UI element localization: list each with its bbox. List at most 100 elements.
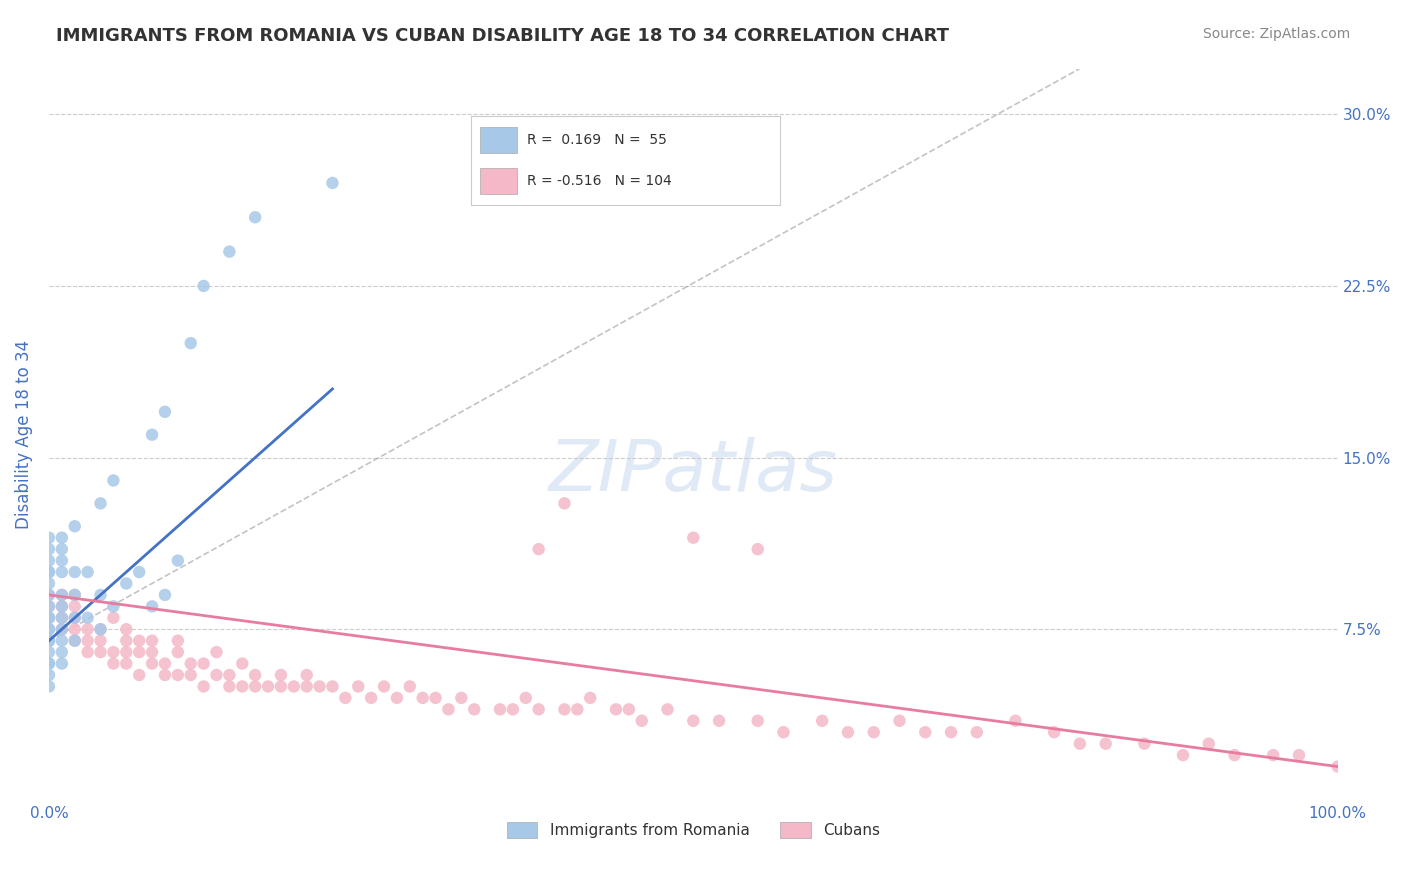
- Point: [385, 690, 408, 705]
- Point: [63, 633, 86, 648]
- Point: [463, 702, 485, 716]
- Point: [141, 645, 163, 659]
- Point: [862, 725, 884, 739]
- Point: [1288, 748, 1310, 763]
- Point: [51, 588, 73, 602]
- Point: [76, 622, 98, 636]
- Point: [527, 542, 550, 557]
- Point: [707, 714, 730, 728]
- Text: IMMIGRANTS FROM ROMANIA VS CUBAN DISABILITY AGE 18 TO 34 CORRELATION CHART: IMMIGRANTS FROM ROMANIA VS CUBAN DISABIL…: [56, 27, 949, 45]
- Point: [89, 496, 111, 510]
- Point: [63, 611, 86, 625]
- Point: [218, 668, 240, 682]
- Point: [682, 531, 704, 545]
- Point: [63, 633, 86, 648]
- Point: [193, 657, 215, 671]
- Point: [63, 588, 86, 602]
- Point: [450, 690, 472, 705]
- Point: [115, 576, 138, 591]
- Point: [1263, 748, 1285, 763]
- Point: [218, 244, 240, 259]
- Point: [1171, 748, 1194, 763]
- Point: [373, 680, 395, 694]
- Point: [103, 474, 125, 488]
- Point: [205, 668, 228, 682]
- Point: [489, 702, 512, 716]
- Point: [89, 622, 111, 636]
- Point: [38, 668, 60, 682]
- Point: [295, 680, 318, 694]
- Point: [347, 680, 370, 694]
- Bar: [481, 127, 517, 153]
- Point: [295, 668, 318, 682]
- Point: [51, 622, 73, 636]
- Point: [398, 680, 420, 694]
- Point: [89, 633, 111, 648]
- Point: [257, 680, 280, 694]
- Point: [38, 599, 60, 614]
- Point: [321, 176, 343, 190]
- Point: [38, 622, 60, 636]
- Point: [38, 542, 60, 557]
- Point: [51, 611, 73, 625]
- Point: [243, 211, 266, 225]
- Point: [218, 680, 240, 694]
- Point: [128, 668, 150, 682]
- Point: [270, 680, 292, 694]
- Point: [180, 336, 202, 351]
- Point: [51, 565, 73, 579]
- Point: [437, 702, 460, 716]
- Point: [308, 680, 330, 694]
- Point: [63, 565, 86, 579]
- Point: [89, 622, 111, 636]
- Point: [166, 633, 188, 648]
- Y-axis label: Disability Age 18 to 34: Disability Age 18 to 34: [15, 340, 32, 529]
- Point: [38, 633, 60, 648]
- Point: [889, 714, 911, 728]
- Bar: [481, 168, 517, 194]
- Point: [51, 657, 73, 671]
- Point: [76, 633, 98, 648]
- Point: [51, 599, 73, 614]
- Point: [38, 633, 60, 648]
- Point: [63, 599, 86, 614]
- Point: [527, 702, 550, 716]
- Point: [38, 611, 60, 625]
- Text: R =  0.169   N =  55: R = 0.169 N = 55: [527, 133, 666, 147]
- Point: [605, 702, 627, 716]
- Point: [141, 427, 163, 442]
- Point: [153, 588, 176, 602]
- Point: [51, 611, 73, 625]
- Point: [243, 680, 266, 694]
- Legend: Immigrants from Romania, Cubans: Immigrants from Romania, Cubans: [501, 816, 886, 845]
- Text: ZIPatlas: ZIPatlas: [548, 437, 838, 506]
- Point: [283, 680, 305, 694]
- Point: [103, 657, 125, 671]
- Point: [193, 680, 215, 694]
- Point: [682, 714, 704, 728]
- Point: [914, 725, 936, 739]
- Point: [193, 279, 215, 293]
- Point: [412, 690, 434, 705]
- Point: [1133, 737, 1156, 751]
- Point: [180, 657, 202, 671]
- Point: [335, 690, 357, 705]
- Point: [502, 702, 524, 716]
- Point: [141, 599, 163, 614]
- Point: [747, 714, 769, 728]
- Point: [128, 633, 150, 648]
- Point: [1223, 748, 1246, 763]
- Point: [103, 611, 125, 625]
- Point: [128, 645, 150, 659]
- Point: [38, 553, 60, 567]
- Point: [38, 680, 60, 694]
- Point: [51, 622, 73, 636]
- Point: [166, 668, 188, 682]
- Point: [166, 553, 188, 567]
- Point: [166, 645, 188, 659]
- Point: [51, 531, 73, 545]
- Point: [38, 622, 60, 636]
- Point: [51, 588, 73, 602]
- Point: [772, 725, 794, 739]
- Point: [103, 645, 125, 659]
